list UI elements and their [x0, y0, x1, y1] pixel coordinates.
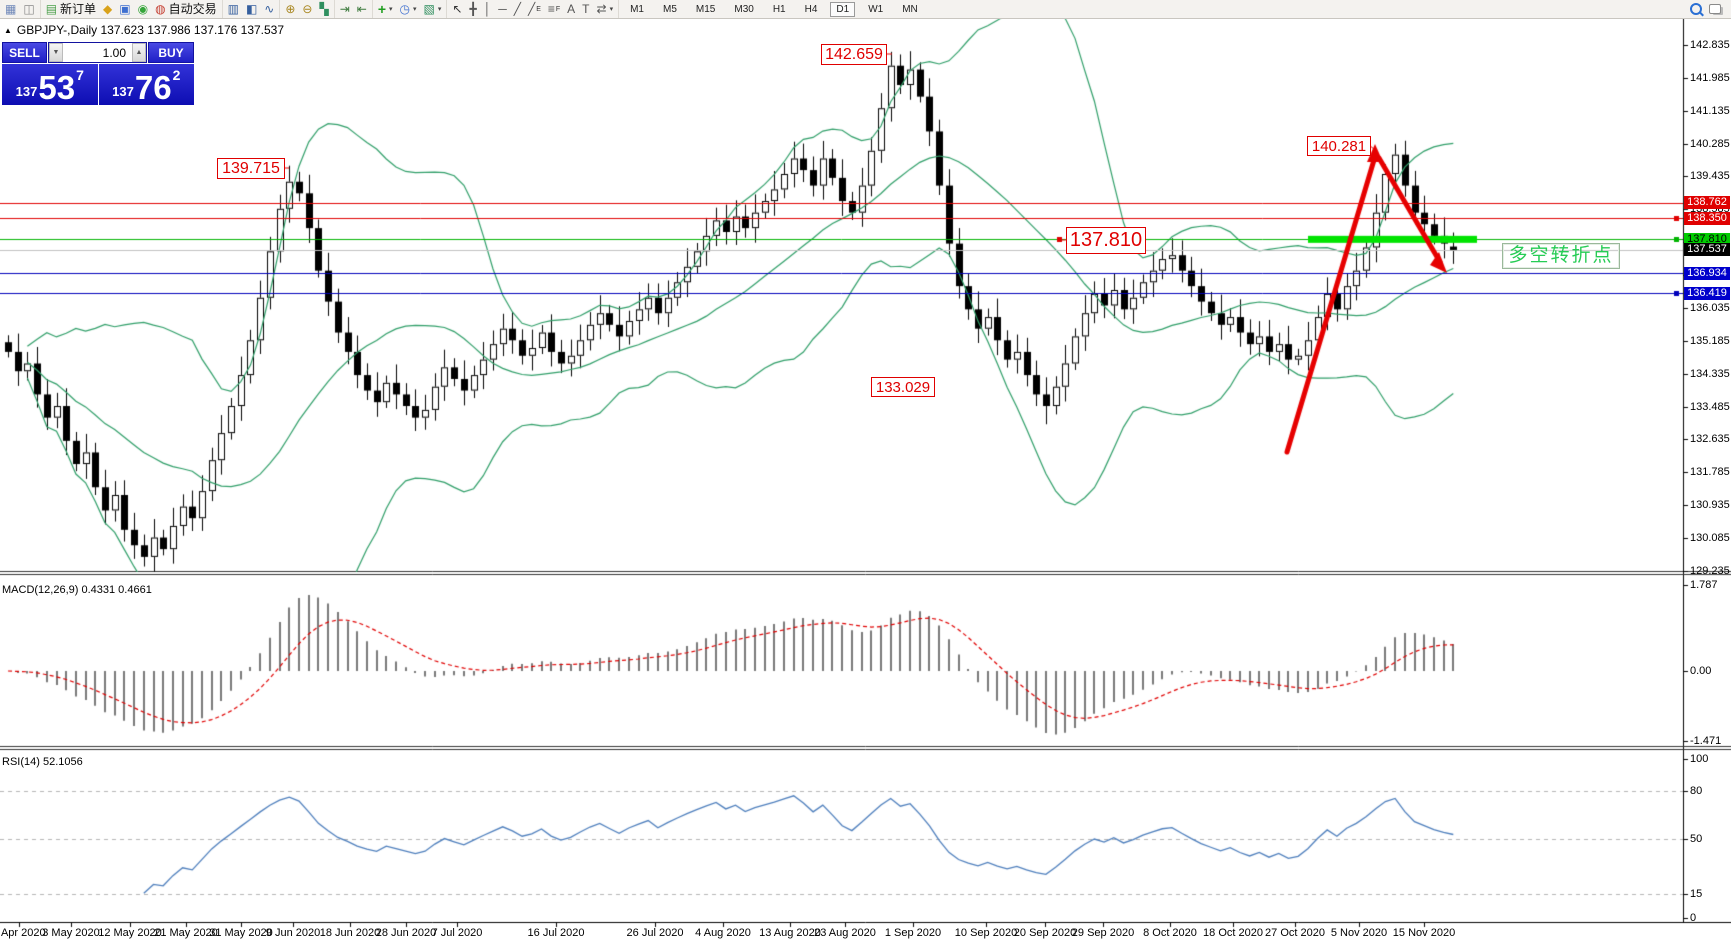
- buy-button[interactable]: BUY: [148, 42, 194, 63]
- lot-increase-button[interactable]: ▲: [132, 43, 146, 62]
- zoom-out-icon[interactable]: ⊖: [302, 2, 313, 16]
- channel-icon[interactable]: ╱ E: [527, 2, 541, 16]
- buy-price-prefix: 137: [112, 84, 134, 99]
- sell-price-big: 53: [38, 69, 76, 106]
- line-chart-icon[interactable]: ∿: [264, 2, 275, 16]
- rsi-label: RSI(14) 52.1056: [2, 756, 83, 768]
- timeframe-m1[interactable]: M1: [630, 3, 644, 15]
- sell-price-prefix: 137: [15, 84, 38, 99]
- tile-windows-icon[interactable]: ▚: [319, 2, 329, 16]
- symbol-ohlc-text: GBPJPY-,Daily 137.623 137.986 137.176 13…: [16, 23, 285, 37]
- timeframe-h4[interactable]: H4: [804, 3, 818, 15]
- macd-label: MACD(12,26,9) 0.4331 0.4661: [2, 584, 152, 596]
- chart-shift-icon[interactable]: ⇤: [356, 2, 367, 16]
- text-icon[interactable]: A: [567, 2, 576, 16]
- candlestick-icon[interactable]: ◧: [245, 2, 258, 16]
- vertical-line-icon[interactable]: │: [483, 2, 492, 16]
- charts-icon[interactable]: ▦: [5, 2, 17, 16]
- new-order-button[interactable]: ▤ 新订单: [45, 1, 97, 16]
- sell-price[interactable]: 137 53 7: [2, 64, 98, 105]
- zoom-in-icon[interactable]: ⊕: [285, 2, 296, 16]
- periods-button[interactable]: ◷ ▾: [399, 2, 417, 16]
- fibonacci-icon[interactable]: ≡ F: [547, 2, 561, 16]
- lot-size-control: ▼ 1.00 ▲: [48, 42, 147, 63]
- dropdown-caret-icon[interactable]: ▾: [437, 5, 442, 13]
- buy-price-big: 76: [134, 69, 172, 106]
- search-icon[interactable]: [1690, 3, 1702, 15]
- lot-decrease-button[interactable]: ▼: [49, 43, 63, 62]
- buy-price[interactable]: 137 76 2: [98, 64, 194, 106]
- arrows-icon[interactable]: ⇄ ▾: [596, 2, 614, 16]
- pivot-note-box: 多空转折点: [1502, 243, 1620, 269]
- auto-scroll-icon[interactable]: ⇥: [339, 2, 350, 16]
- monitor-icon[interactable]: ▣: [119, 2, 131, 16]
- new-order-button-label: 新订单: [60, 1, 97, 16]
- timeframe-h1[interactable]: H1: [772, 3, 786, 15]
- chart-window-icon: ▲: [4, 25, 12, 35]
- trendline-icon[interactable]: ╱: [513, 2, 521, 16]
- timeframe-d1[interactable]: D1: [830, 1, 856, 17]
- cursor-icon[interactable]: ↖: [452, 2, 463, 16]
- buy-price-pip: 2: [172, 67, 181, 83]
- timeframe-w1[interactable]: W1: [868, 3, 884, 15]
- dropdown-caret-icon[interactable]: ▾: [389, 5, 393, 13]
- lot-size-input[interactable]: 1.00: [102, 45, 126, 60]
- sell-price-pip: 7: [76, 67, 84, 83]
- dropdown-caret-icon[interactable]: ▾: [609, 5, 614, 13]
- timeframe-m5[interactable]: M5: [663, 3, 677, 15]
- timeframe-m30[interactable]: M30: [734, 3, 754, 15]
- community-icon[interactable]: [1709, 4, 1721, 14]
- indicators-button[interactable]: + ▾: [377, 1, 393, 17]
- timeframe-mn[interactable]: MN: [902, 3, 918, 15]
- gold-icon[interactable]: ◆: [103, 2, 113, 16]
- sell-button[interactable]: SELL: [2, 42, 47, 63]
- one-click-trading-panel: SELL ▼ 1.00 ▲ BUY 137 53 7 137 76 2: [2, 42, 194, 105]
- main-toolbar: ▦ ◫ ▤ 新订单 ◆ ▣ ◉ ◍ 自动交易 ▥ ◧ ∿ ⊕ ⊖ ▚ ⇥ ⇤ + ▾ ◷ ▾ ▧ ▾ ↖ ╋ │ ─ ╱ ╱ E ≡ F A T ⇄…: [0, 0, 1731, 19]
- signal-icon[interactable]: ◉: [137, 2, 149, 16]
- autotrading-button[interactable]: ◍ 自动交易: [155, 1, 217, 16]
- timeframe-m15[interactable]: M15: [695, 3, 716, 15]
- crosshair-icon[interactable]: ╋: [469, 2, 477, 16]
- label-icon[interactable]: T: [582, 2, 590, 16]
- autotrading-button-label: 自动交易: [168, 1, 217, 16]
- bar-chart-icon[interactable]: ▥: [227, 2, 239, 16]
- dropdown-caret-icon[interactable]: ▾: [413, 5, 417, 13]
- symbol-info: ▲ GBPJPY-,Daily 137.623 137.986 137.176 …: [4, 23, 284, 37]
- profile-icon[interactable]: ◫: [23, 2, 35, 16]
- templates-button[interactable]: ▧ ▾: [423, 2, 442, 16]
- horizontal-line-icon[interactable]: ─: [498, 2, 507, 16]
